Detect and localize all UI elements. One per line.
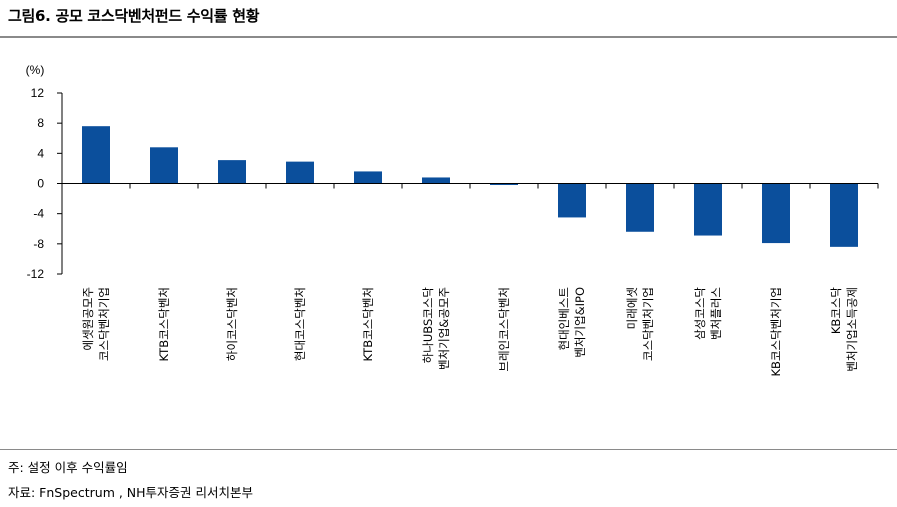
y-unit-label: (%) bbox=[26, 63, 45, 77]
y-tick-label: -4 bbox=[33, 207, 44, 221]
bottom-divider bbox=[0, 449, 897, 450]
y-tick-label: 0 bbox=[37, 177, 44, 191]
category-label-1: 코스닥벤처기업 bbox=[97, 287, 111, 361]
category-label-1: 에셋원공모주 bbox=[81, 287, 95, 350]
bar-6 bbox=[422, 177, 450, 184]
category-label-4: 현대코스닥벤처 bbox=[293, 287, 307, 361]
bar-11 bbox=[762, 183, 790, 244]
category-label-10: 벤처플러스 bbox=[709, 287, 723, 340]
bar-4 bbox=[286, 161, 314, 184]
bar-8 bbox=[558, 183, 586, 218]
y-tick-label: 12 bbox=[31, 86, 45, 100]
category-label-6: 하나UBS코스닥 bbox=[421, 287, 435, 364]
category-label-5: KTB코스닥벤처 bbox=[361, 287, 375, 361]
category-label-2: KTB코스닥벤처 bbox=[157, 287, 171, 361]
y-tick-label: 8 bbox=[37, 116, 44, 130]
bar-5 bbox=[354, 171, 382, 184]
category-label-8: 현대인베스트 bbox=[557, 287, 571, 350]
figure-title: 그림6. 공모 코스닥벤처펀드 수익률 현황 bbox=[8, 7, 260, 25]
bar-10 bbox=[694, 183, 722, 236]
bar-1 bbox=[82, 126, 110, 184]
category-label-12: KB코스닥 bbox=[829, 287, 843, 335]
category-label-11: KB코스닥벤처기업 bbox=[769, 287, 783, 377]
source-note: 자료: FnSpectrum , NH투자증권 리서치본부 bbox=[8, 485, 254, 500]
category-label-3: 하이코스닥벤처 bbox=[225, 287, 239, 361]
category-label-7: 브레인코스닥벤처 bbox=[497, 287, 511, 372]
y-tick-label: -12 bbox=[27, 267, 45, 281]
footnote: 주: 설정 이후 수익률임 bbox=[8, 460, 128, 475]
bar-3 bbox=[218, 160, 246, 184]
category-label-6: 벤처기업&공모주 bbox=[437, 287, 451, 370]
bar-2 bbox=[150, 147, 178, 184]
category-label-8: 벤처기업&IPO bbox=[573, 287, 587, 358]
category-label-9: 코스닥벤처기업 bbox=[641, 287, 655, 361]
category-label-9: 미래에셋 bbox=[625, 287, 639, 329]
bar-9 bbox=[626, 183, 654, 232]
bar-7 bbox=[490, 183, 518, 186]
category-label-10: 삼성코스닥 bbox=[693, 287, 707, 340]
bar-12 bbox=[830, 183, 858, 247]
y-tick-label: -8 bbox=[33, 237, 44, 251]
top-divider bbox=[0, 36, 897, 38]
category-label-12: 벤처기업소득공제 bbox=[845, 287, 859, 372]
y-tick-label: 4 bbox=[37, 146, 44, 160]
